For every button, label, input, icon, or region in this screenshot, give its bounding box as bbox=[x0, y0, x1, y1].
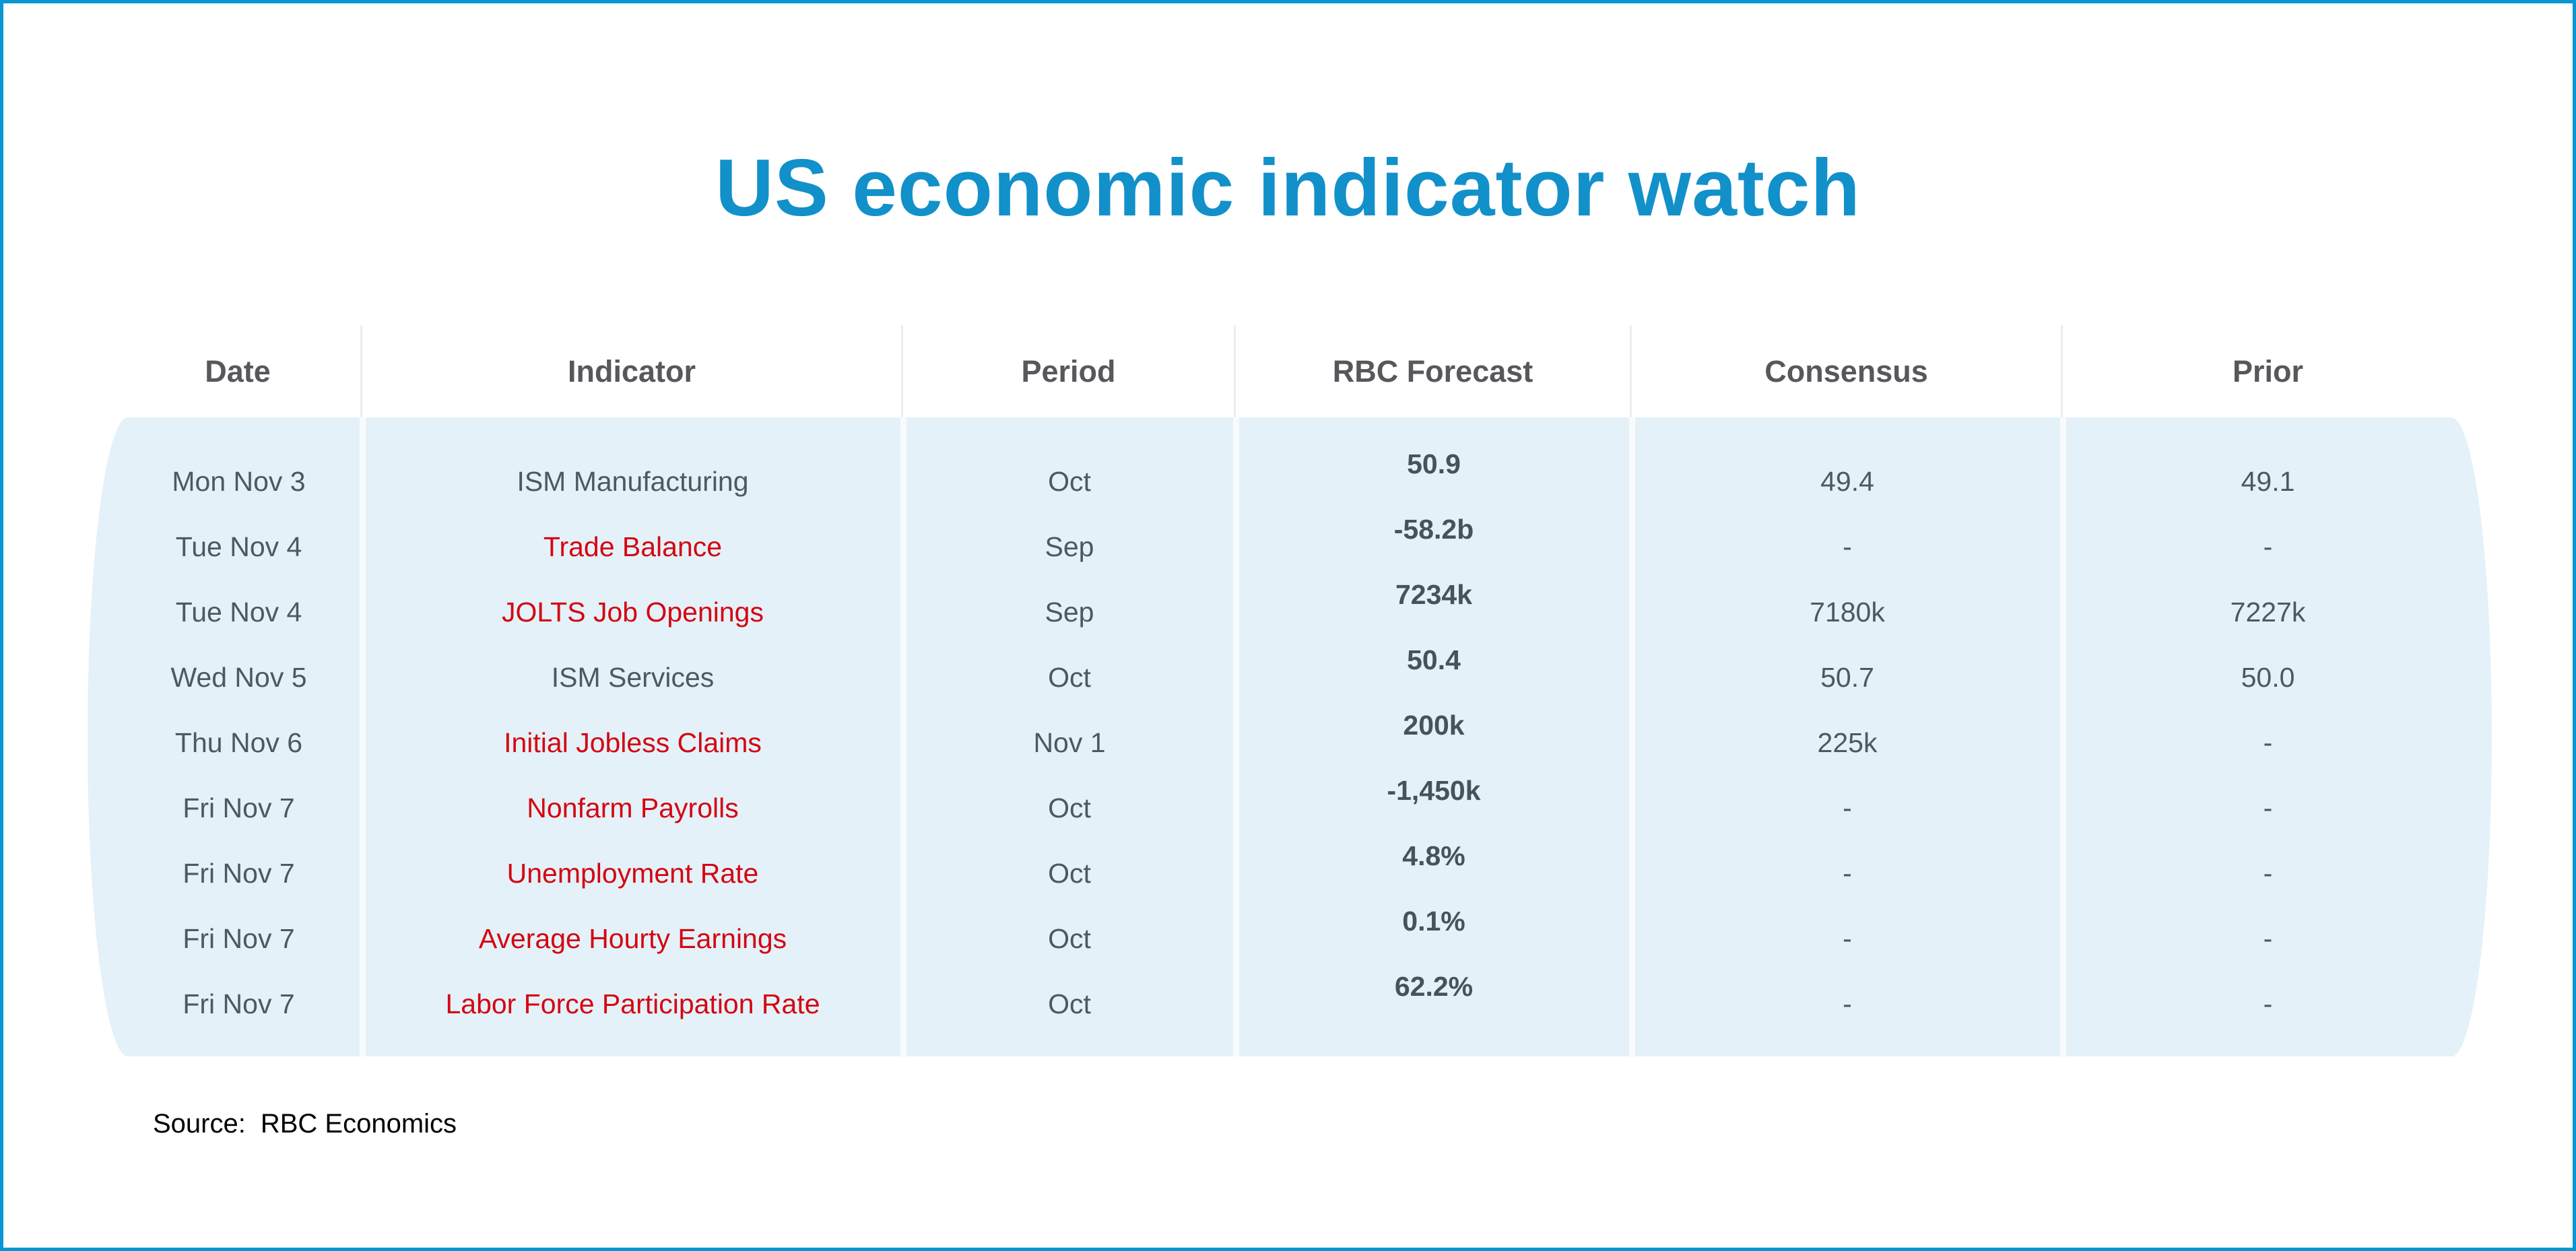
cell-indicator: Average Hourty Earnings bbox=[478, 923, 787, 954]
column-divider bbox=[2060, 417, 2066, 1056]
cell-rbc-forecast: 0.1% bbox=[1402, 906, 1465, 937]
cell-indicator: ISM Manufacturing bbox=[517, 466, 749, 497]
cell-consensus: - bbox=[1843, 792, 1852, 823]
table-panel bbox=[88, 417, 2492, 1056]
cell-period: Oct bbox=[1048, 858, 1091, 889]
cell-indicator: Nonfarm Payrolls bbox=[527, 792, 739, 823]
cell-prior: - bbox=[2263, 988, 2273, 1019]
cell-prior: - bbox=[2263, 727, 2273, 758]
source-note: Source: RBC Economics bbox=[153, 1109, 457, 1139]
cell-prior: - bbox=[2263, 923, 2273, 954]
cell-period: Sep bbox=[1045, 597, 1094, 628]
cell-period: Oct bbox=[1048, 923, 1091, 954]
cell-date: Wed Nov 5 bbox=[170, 662, 307, 693]
column-divider bbox=[360, 417, 366, 1056]
column-header-prior: Prior bbox=[2232, 353, 2304, 388]
cell-rbc-forecast: -58.2b bbox=[1393, 514, 1474, 545]
cell-prior: 50.0 bbox=[2241, 662, 2295, 693]
cell-indicator: Unemployment Rate bbox=[506, 858, 759, 889]
cell-prior: - bbox=[2263, 792, 2273, 823]
table-body: Mon Nov 3 ISM Manufacturing Oct 50.9 49.4 49.… bbox=[115, 448, 2473, 1037]
cell-rbc-forecast: 7234k bbox=[1395, 579, 1472, 610]
cell-period: Oct bbox=[1048, 466, 1091, 497]
cell-consensus: 49.4 bbox=[1820, 466, 1874, 497]
column-divider bbox=[1629, 417, 1635, 1056]
source-value: RBC Economics bbox=[260, 1109, 457, 1139]
cell-date: Thu Nov 6 bbox=[174, 727, 303, 758]
cell-rbc-forecast: -1,450k bbox=[1387, 775, 1481, 806]
cell-consensus: - bbox=[1843, 923, 1852, 954]
cell-consensus: - bbox=[1843, 531, 1852, 562]
cell-date: Tue Nov 4 bbox=[175, 531, 302, 562]
cell-date: Mon Nov 3 bbox=[172, 466, 306, 497]
cell-consensus: - bbox=[1843, 858, 1852, 889]
cell-date: Fri Nov 7 bbox=[183, 988, 295, 1019]
cell-consensus: 50.7 bbox=[1820, 662, 1874, 693]
cell-indicator: Initial Jobless Claims bbox=[504, 727, 762, 758]
page-title: US economic indicator watch bbox=[715, 143, 1861, 233]
cell-rbc-forecast: 4.8% bbox=[1402, 840, 1465, 871]
cell-rbc-forecast: 50.9 bbox=[1407, 448, 1461, 479]
cell-prior: - bbox=[2263, 858, 2273, 889]
cell-period: Nov 1 bbox=[1033, 727, 1106, 758]
cell-date: Fri Nov 7 bbox=[183, 792, 295, 823]
cell-prior: 7227k bbox=[2230, 597, 2306, 628]
cell-date: Tue Nov 4 bbox=[175, 597, 302, 628]
column-divider bbox=[900, 417, 906, 1056]
cell-period: Sep bbox=[1045, 531, 1094, 562]
cell-prior: 49.1 bbox=[2241, 466, 2295, 497]
cell-period: Oct bbox=[1048, 988, 1091, 1019]
cell-date: Fri Nov 7 bbox=[183, 923, 295, 954]
cell-rbc-forecast: 200k bbox=[1403, 710, 1465, 741]
cell-period: Oct bbox=[1048, 792, 1091, 823]
cell-indicator: ISM Services bbox=[551, 662, 715, 693]
cell-consensus: 7180k bbox=[1810, 597, 1885, 628]
cell-indicator: Trade Balance bbox=[543, 531, 723, 562]
cell-rbc-forecast: 50.4 bbox=[1407, 644, 1461, 675]
table-header-row: Date Indicator Period RBC Forecast Conse… bbox=[115, 325, 2473, 417]
cell-rbc-forecast: 62.2% bbox=[1394, 971, 1474, 1002]
cell-consensus: 225k bbox=[1817, 727, 1878, 758]
cell-period: Oct bbox=[1048, 662, 1091, 693]
column-header-rbc-forecast: RBC Forecast bbox=[1236, 325, 1632, 417]
cell-indicator: JOLTS Job Openings bbox=[502, 597, 764, 628]
column-divider bbox=[1233, 417, 1239, 1056]
column-header-date: Date bbox=[115, 325, 362, 417]
cell-consensus: - bbox=[1843, 988, 1852, 1019]
cell-date: Fri Nov 7 bbox=[183, 858, 295, 889]
cell-prior: - bbox=[2263, 531, 2273, 562]
column-header-period: Period bbox=[903, 325, 1236, 417]
column-header-consensus: Consensus bbox=[1632, 325, 2063, 417]
column-header-indicator: Indicator bbox=[362, 325, 903, 417]
source-label: Source: bbox=[153, 1109, 246, 1139]
cell-indicator: Labor Force Participation Rate bbox=[445, 988, 820, 1019]
